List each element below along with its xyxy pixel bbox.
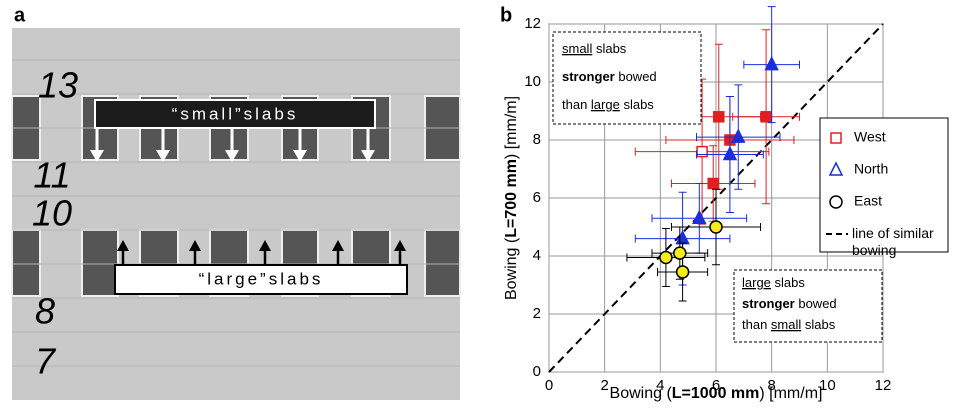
y-axis-label: Bowing (L=700 mm) [mm/m] (503, 96, 520, 300)
arrow-head (293, 150, 307, 162)
arrow-head (189, 240, 201, 251)
legend-marker (828, 161, 844, 176)
annotation: stronger bowed (562, 69, 657, 84)
legend-label-box: line of similar bowing (852, 225, 934, 258)
floor-label: 11 (33, 155, 70, 196)
window (11, 229, 41, 297)
x-tick-label: 12 (875, 377, 892, 394)
facade (12, 28, 460, 400)
point (659, 250, 673, 265)
annotation: stronger bowed (742, 296, 837, 311)
point (709, 220, 723, 234)
box-label: “small”slabs (172, 104, 299, 123)
legend-label: West (854, 129, 886, 145)
arrow-head (117, 240, 129, 251)
x-tick-label: 0 (545, 377, 553, 394)
annotation: large slabs (742, 275, 805, 290)
arrow-head (332, 240, 344, 251)
arrow-head (361, 150, 375, 162)
x-tick-label: 8 (767, 377, 775, 394)
point (713, 111, 725, 123)
floor-label: 10 (32, 193, 72, 234)
panel-label: a (14, 4, 26, 26)
annotation: than small slabs (742, 317, 836, 332)
y-tick-label: 10 (524, 73, 541, 90)
y-tick-label: 4 (533, 247, 541, 264)
floor-label: 13 (38, 65, 78, 106)
photo: “small”slabs “large”slabs 13 11 10 8 7 (11, 28, 461, 400)
point (673, 246, 687, 260)
legend-marker (829, 195, 843, 209)
floor-label: 8 (35, 291, 55, 332)
annotation: than large slabs (562, 97, 654, 112)
annotation-box (733, 269, 883, 343)
x-tick-label: 4 (656, 377, 664, 394)
arrow-head (156, 150, 170, 162)
point (675, 265, 690, 279)
panel-label: b (500, 4, 512, 26)
point (731, 128, 746, 143)
box-label: “large”slabs (199, 269, 324, 288)
y-tick-label: 2 (533, 305, 541, 322)
legend-label: line of similar bowing (852, 225, 934, 258)
arrow-head (259, 240, 271, 251)
window (424, 229, 461, 297)
point (707, 177, 719, 190)
point (692, 209, 707, 225)
x-tick-label: 10 (819, 377, 836, 394)
x-tick-label: 6 (712, 377, 720, 394)
legend-label: North (854, 161, 888, 177)
point (722, 145, 738, 161)
y-tick-label: 0 (533, 363, 541, 380)
point (696, 145, 708, 158)
arrow-head (225, 150, 239, 162)
arrow-head (90, 150, 104, 162)
floor-label: 7 (35, 341, 57, 382)
y-tick-label: 8 (533, 131, 541, 148)
legend-marker (830, 132, 842, 144)
large-box (114, 264, 408, 295)
x-axis-label: Bowing (L=1000 mm) [mm/m] (610, 385, 823, 402)
annotation: small slabs (562, 41, 627, 56)
y-tick-label: 6 (533, 189, 541, 206)
x-tick-label: 2 (600, 377, 608, 394)
small-box (94, 99, 376, 129)
window (81, 229, 119, 297)
point (764, 55, 779, 71)
legend-label: East (854, 193, 882, 209)
arrow-head (394, 240, 406, 251)
annotation-box (552, 31, 702, 125)
point (760, 111, 772, 123)
y-tick-label: 12 (524, 15, 541, 32)
